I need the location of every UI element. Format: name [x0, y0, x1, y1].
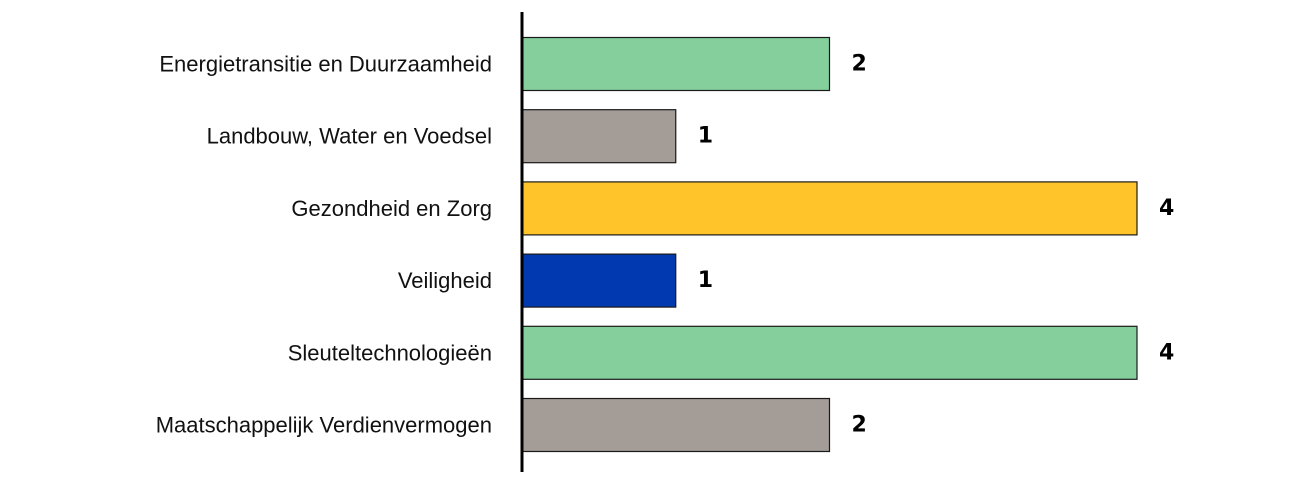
bar-5 [521, 325, 1138, 380]
value-label: 1 [698, 124, 713, 149]
category-label: Landbouw, Water en Voedsel [207, 124, 492, 149]
category-labels: Energietransitie en Duurzaamheid Landbouw… [156, 52, 492, 438]
bar-3 [521, 181, 1138, 236]
bars-layer [521, 36, 1138, 453]
bar-2 [521, 109, 677, 164]
bar-6 [521, 397, 831, 453]
category-label: Veiligheid [398, 268, 492, 293]
category-label: Gezondheid en Zorg [291, 196, 492, 221]
bar-1 [521, 36, 831, 92]
value-label: 4 [1159, 340, 1174, 365]
category-label: Energietransitie en Duurzaamheid [159, 52, 492, 77]
category-label: Maatschappelijk Verdienvermogen [156, 413, 492, 438]
value-label: 4 [1159, 196, 1174, 221]
value-label: 1 [698, 268, 713, 293]
value-label: 2 [852, 52, 867, 77]
value-label: 2 [852, 413, 867, 438]
category-label: Sleuteltechnologieën [288, 340, 492, 365]
value-labels: 2 1 4 1 4 2 [698, 52, 1175, 438]
bar-4 [521, 253, 677, 308]
